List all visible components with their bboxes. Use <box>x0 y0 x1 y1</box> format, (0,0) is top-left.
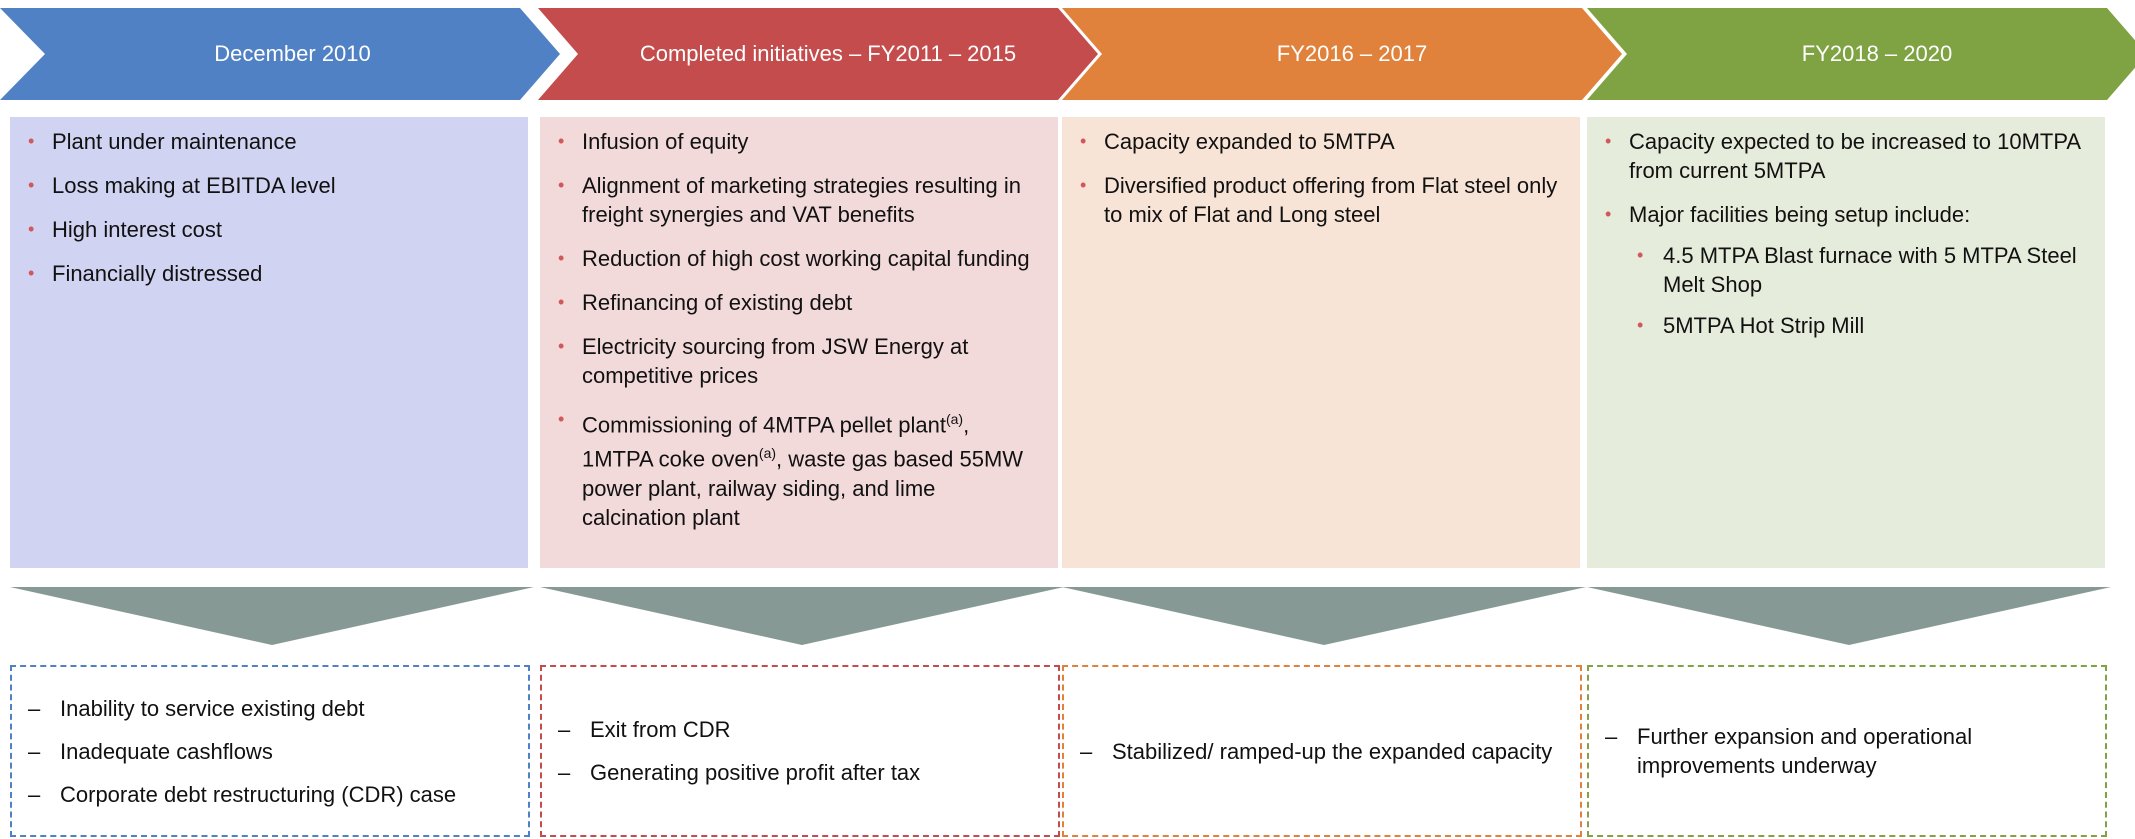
outcome: Corporate debt restructuring (CDR) case <box>26 780 514 809</box>
outcome: Stabilized/ ramped-up the expanded capac… <box>1078 737 1566 766</box>
outcome-box: Further expansion and operational improv… <box>1587 665 2107 837</box>
outcome: Exit from CDR <box>556 715 1044 744</box>
bullet-text: Diversified product offering from Flat s… <box>1104 173 1558 227</box>
bullet-text: Infusion of equity <box>582 129 749 154</box>
bullet: Refinancing of existing debt <box>554 288 1044 317</box>
bullet-text: , waste gas based 55MW power plant, rail… <box>582 446 1024 530</box>
column-header: Completed initiatives – FY2011 – 2015 <box>639 41 1017 66</box>
chevron <box>538 8 1098 100</box>
bullet-text: Capacity expected to be increased to 10M… <box>1629 129 2080 183</box>
bullet-text: Major facilities being setup include: <box>1629 202 1971 227</box>
content-box: Capacity expanded to 5MTPA Diversified pr… <box>1062 117 1580 568</box>
superscript: (a) <box>945 411 964 427</box>
outcome: Inability to service existing debt <box>26 694 514 723</box>
chevron <box>1062 8 1622 100</box>
sub-bullet: 4.5 MTPA Blast furnace with 5 MTPA Steel… <box>1629 241 2091 299</box>
bullet: Capacity expected to be increased to 10M… <box>1601 127 2091 185</box>
content-box: Plant under maintenance Loss making at EB… <box>10 117 528 568</box>
down-arrow <box>10 587 534 645</box>
column-header: FY2018 – 2020 <box>1801 41 1953 66</box>
bullet: Infusion of equity <box>554 127 1044 156</box>
bullet-text: Commissioning of 4MTPA pellet plant <box>582 412 946 438</box>
outcome-box: Stabilized/ ramped-up the expanded capac… <box>1062 665 1582 837</box>
chevron <box>0 8 560 100</box>
bullet: Alignment of marketing strategies result… <box>554 171 1044 229</box>
bullet-text: Electricity sourcing from JSW Energy at … <box>582 334 969 388</box>
bullet: Electricity sourcing from JSW Energy at … <box>554 332 1044 390</box>
bullet: High interest cost <box>24 215 514 244</box>
bullet-text: Loss making at EBITDA level <box>52 173 336 198</box>
content-box: Capacity expected to be increased to 10M… <box>1587 117 2105 568</box>
bullet: Plant under maintenance <box>24 127 514 156</box>
bullet-text: Financially distressed <box>52 261 263 286</box>
down-arrow <box>1587 587 2111 645</box>
bullet-text: High interest cost <box>52 217 222 242</box>
column-header: FY2016 – 2017 <box>1276 41 1428 66</box>
outcome: Inadequate cashflows <box>26 737 514 766</box>
bullet: Capacity expanded to 5MTPA <box>1076 127 1566 156</box>
sub-bullet: 5MTPA Hot Strip Mill <box>1629 311 2091 340</box>
bullet: Reduction of high cost working capital f… <box>554 244 1044 273</box>
bullet-text: Alignment of marketing strategies result… <box>582 173 1021 227</box>
chevron <box>1587 8 2135 100</box>
down-arrow <box>1062 587 1586 645</box>
bullet-text: Plant under maintenance <box>52 129 297 154</box>
bullet: Major facilities being setup include: 4.5… <box>1601 200 2091 340</box>
down-arrow <box>540 587 1064 645</box>
outcome: Generating positive profit after tax <box>556 758 1044 787</box>
bullet-text: , 1MTPA coke oven <box>582 412 970 472</box>
bullet: Commissioning of 4MTPA pellet plant(a), … <box>554 405 1044 532</box>
column-header: December 2010 <box>214 41 371 66</box>
bullet-text: Refinancing of existing debt <box>582 290 853 315</box>
outcome-box: Inability to service existing debt Inadeq… <box>10 665 530 837</box>
outcome-box: Exit from CDR Generating positive profit … <box>540 665 1060 837</box>
superscript: (a) <box>758 445 777 462</box>
content-box: Infusion of equity Alignment of marketing… <box>540 117 1058 568</box>
bullet: Loss making at EBITDA level <box>24 171 514 200</box>
bullet: Diversified product offering from Flat s… <box>1076 171 1566 229</box>
bullet-text: Capacity expanded to 5MTPA <box>1104 129 1395 154</box>
outcome: Further expansion and operational improv… <box>1603 722 2091 780</box>
bullet: Financially distressed <box>24 259 514 288</box>
bullet-text: Reduction of high cost working capital f… <box>582 246 1030 271</box>
